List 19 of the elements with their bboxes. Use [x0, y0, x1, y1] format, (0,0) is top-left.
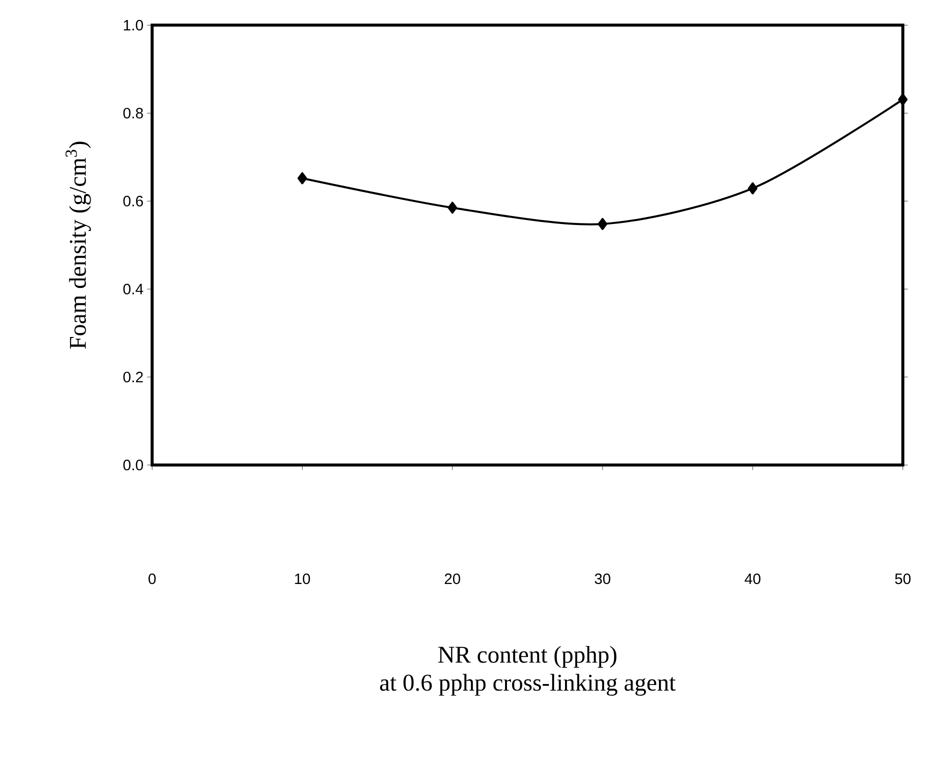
point: [298, 172, 308, 184]
y-tick-label: 0.0: [123, 460, 144, 470]
y-tick-label: 1.0: [124, 20, 144, 30]
y-tick-label: 0.8: [123, 108, 143, 118]
point: [898, 93, 908, 106]
point: [448, 202, 458, 214]
point: [748, 182, 758, 194]
x-tick-label: 40: [744, 573, 760, 584]
y-tick-label: 0.2: [123, 372, 143, 382]
x-tick-label: 10: [295, 573, 310, 584]
x-tick-label: 20: [444, 573, 460, 584]
y-tick-label: 0.6: [123, 196, 143, 206]
y-axis-title: Foam density (g/cm$^{3}$): [66, 142, 91, 349]
x-axis-title: NR content (pphp) at 0.6 pphp cross-linking agent: [380, 646, 676, 696]
x-tick-label: 30: [594, 573, 610, 584]
point: [598, 218, 608, 230]
x-tick-label: 0: [148, 573, 156, 584]
y-tick-label: 0.4: [123, 284, 144, 294]
x-tick-label: 50: [895, 573, 911, 584]
